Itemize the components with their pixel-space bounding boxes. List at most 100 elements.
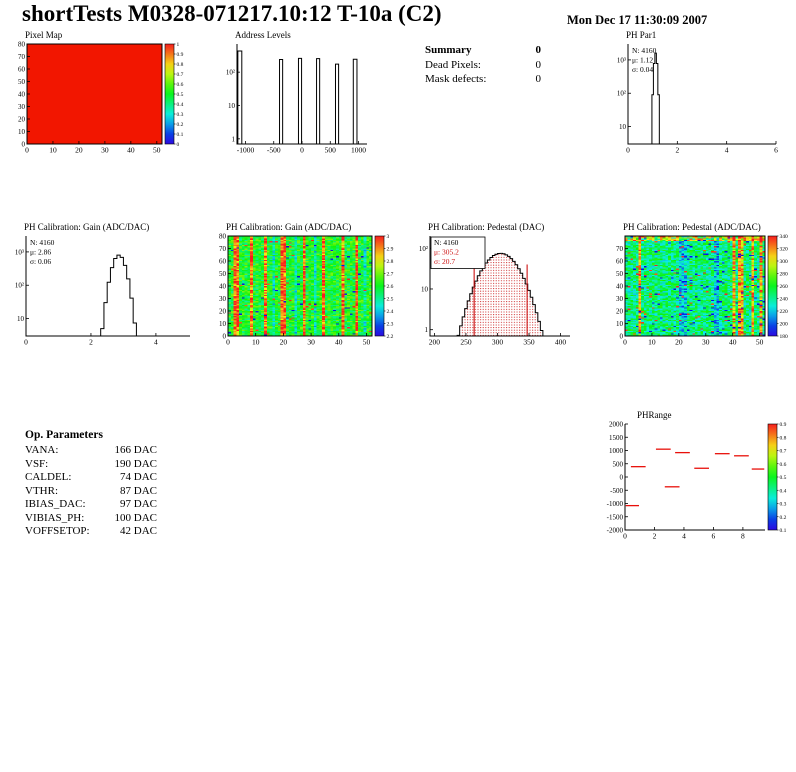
svg-text:300: 300 [780, 259, 789, 265]
page-datetime: Mon Dec 17 11:30:09 2007 [567, 13, 708, 27]
svg-text:8: 8 [741, 532, 745, 541]
svg-text:2: 2 [89, 338, 93, 347]
svg-text:10: 10 [219, 320, 227, 328]
svg-text:0.1: 0.1 [177, 132, 184, 138]
page-title: shortTests M0328-071217.10:12 T-10a (C2) [22, 1, 442, 26]
svg-text:220: 220 [780, 309, 789, 315]
ph-range-svg: PHRange 0 2 4 6 8 2000 1500 1000 500 0 -500 -1000 -15… [607, 410, 787, 541]
svg-text:300: 300 [492, 338, 504, 347]
svg-text:10: 10 [619, 123, 627, 131]
svg-text:6: 6 [712, 532, 716, 541]
svg-text:10: 10 [49, 146, 57, 155]
pixel-map-pixels [27, 44, 162, 144]
pixel-map-svg: Pixel Map 0 10 20 30 40 50 0 10 20 30 40 50 60 70 80 1 0.… [18, 30, 184, 155]
svg-text:2.6: 2.6 [387, 284, 394, 290]
kv-row: IBIAS_DAC: 97 DAC [25, 498, 157, 512]
svg-text:40: 40 [335, 338, 343, 347]
svg-text:50: 50 [18, 78, 26, 86]
svg-text:PH Par1: PH Par1 [626, 30, 656, 40]
svg-text:10: 10 [228, 102, 236, 110]
svg-text:6: 6 [774, 146, 778, 155]
kv-value: 0 [535, 73, 542, 85]
svg-text:2: 2 [675, 146, 679, 155]
svg-text:-1000: -1000 [237, 146, 255, 155]
svg-text:2: 2 [653, 532, 657, 541]
kv-label: CALDEL: [25, 471, 72, 483]
svg-text:10²: 10² [226, 69, 235, 77]
svg-text:0.6: 0.6 [177, 82, 184, 88]
summary-rows: Dead Pixels: 0 Mask defects: 0 [425, 58, 541, 87]
svg-text:30: 30 [18, 103, 26, 111]
plot-address-levels: Address Levels -1000 -500 0 500 1000 1 10 10² [221, 28, 375, 163]
svg-text:50: 50 [153, 146, 161, 155]
gain-hist-svg: PH Calibration: Gain (ADC/DAC) 0 2 4 10 10² 10… [15, 222, 190, 347]
svg-text:280: 280 [780, 272, 789, 278]
plot-pedestal-map: PH Calibration: Pedestal (ADC/DAC) 0 10 20 3… [608, 220, 796, 355]
kv-label: Mask defects: [425, 73, 487, 85]
svg-text:PH Calibration: Pedestal (ADC/: PH Calibration: Pedestal (ADC/DAC) [623, 222, 761, 232]
svg-text:N: 4160: N: 4160 [632, 46, 657, 55]
svg-text:40: 40 [127, 146, 135, 155]
svg-text:1: 1 [425, 326, 429, 334]
svg-text:40: 40 [616, 283, 624, 291]
svg-text:200: 200 [780, 322, 789, 328]
svg-text:N: 4160: N: 4160 [30, 238, 55, 247]
svg-text:80: 80 [219, 233, 227, 241]
kv-label: VIBIAS_PH: [25, 511, 85, 524]
kv-row: VANA: 166 DAC [25, 444, 157, 458]
svg-text:50: 50 [756, 338, 764, 347]
kv-value: 74 DAC [120, 471, 157, 483]
svg-text:0.7: 0.7 [780, 449, 787, 455]
svg-text:70: 70 [616, 245, 624, 253]
svg-text:0: 0 [626, 146, 630, 155]
kv-value: 0 [535, 58, 542, 71]
svg-text:0.8: 0.8 [177, 62, 184, 68]
svg-text:40: 40 [729, 338, 737, 347]
svg-text:20: 20 [280, 338, 288, 347]
plot-gain-histogram: PH Calibration: Gain (ADC/DAC) 0 2 4 10 10² 10… [6, 220, 202, 355]
plot-pedestal-histogram: PH Calibration: Pedestal (DAC) 200 250 300 3… [412, 220, 578, 355]
svg-text:-1500: -1500 [607, 513, 624, 521]
svg-text:10: 10 [252, 338, 260, 347]
svg-text:30: 30 [307, 338, 315, 347]
plot-ph-range: PHRange 0 2 4 6 8 2000 1500 1000 500 0 -500 -1000 -15… [598, 410, 796, 550]
kv-row: VOFFSETOP: 42 DAC [25, 525, 157, 539]
kv-row: VTHR: 87 DAC [25, 485, 157, 499]
svg-text:340: 340 [780, 234, 789, 240]
svg-text:0.8: 0.8 [780, 435, 787, 441]
svg-text:-1000: -1000 [607, 500, 624, 508]
svg-text:500: 500 [325, 146, 337, 155]
plot-ph-par1: PH Par1 0 2 4 6 10 10² 10³ N: 4160 μ: 1.12 σ: 0.04 [610, 28, 792, 163]
svg-text:70: 70 [219, 245, 227, 253]
summary-title: Summary [425, 44, 472, 56]
op-parameters-title: Op. Parameters [25, 429, 103, 441]
kv-value: 97 DAC [120, 498, 157, 510]
svg-text:PH Calibration: Gain (ADC/DAC): PH Calibration: Gain (ADC/DAC) [24, 222, 149, 232]
svg-text:10: 10 [17, 315, 25, 323]
svg-text:60: 60 [18, 66, 26, 74]
svg-text:0: 0 [25, 146, 29, 155]
svg-text:20: 20 [219, 308, 227, 316]
svg-text:20: 20 [18, 116, 26, 124]
svg-text:0: 0 [623, 338, 627, 347]
svg-text:0: 0 [226, 338, 230, 347]
svg-text:320: 320 [780, 247, 789, 253]
plot-gain-map: PH Calibration: Gain (ADC/DAC) 0 10 20 30 40 5… [212, 220, 402, 355]
svg-text:0: 0 [22, 141, 26, 149]
op-parameters-rows: VANA: 166 DAC VSF: 190 DAC CALDEL: 74 DAC VTHR… [25, 444, 157, 539]
svg-text:-2000: -2000 [607, 527, 624, 535]
svg-text:0: 0 [620, 333, 624, 341]
svg-text:30: 30 [616, 295, 624, 303]
svg-text:0.9: 0.9 [780, 422, 787, 428]
kv-value: 42 DAC [120, 525, 157, 537]
pedestal-map-pixels [625, 236, 765, 336]
svg-text:0.2: 0.2 [177, 122, 184, 128]
kv-value: 190 DAC [114, 457, 157, 470]
svg-text:20: 20 [675, 338, 683, 347]
svg-text:20: 20 [616, 308, 624, 316]
svg-text:10³: 10³ [617, 56, 626, 64]
op-parameters-block: Op. Parameters VANA: 166 DAC VSF: 190 DAC CA… [25, 429, 157, 539]
svg-text:0.6: 0.6 [780, 462, 787, 468]
svg-text:PH Calibration: Pedestal (DAC): PH Calibration: Pedestal (DAC) [428, 222, 544, 232]
